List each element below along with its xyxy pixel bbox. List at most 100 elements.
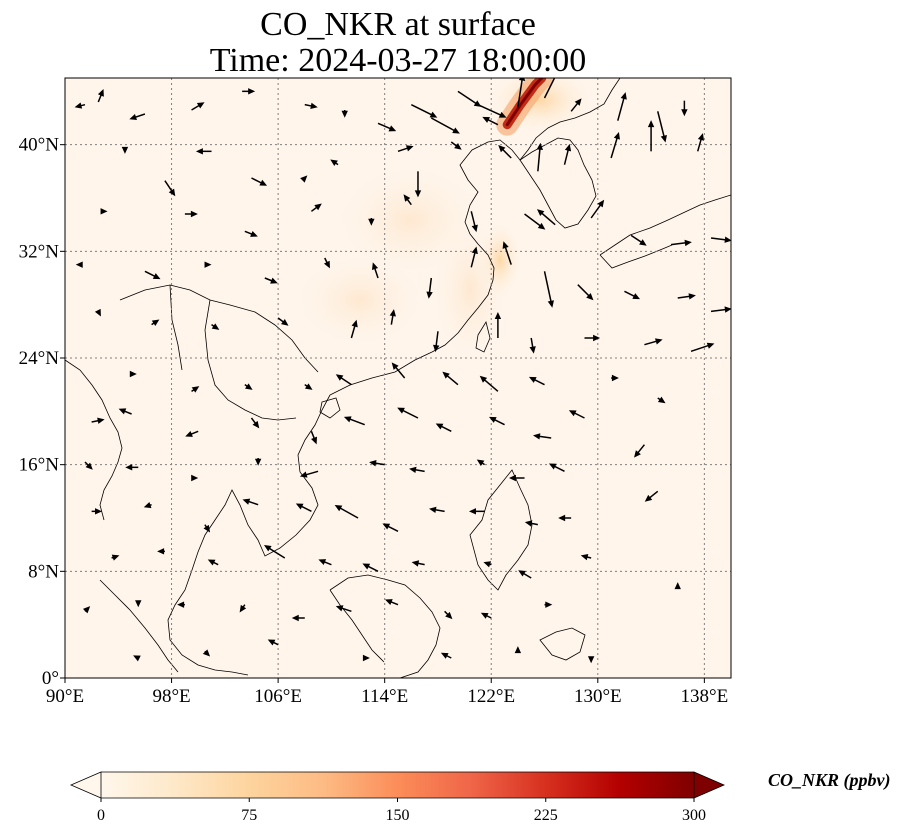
- y-tick-label: 8°N: [28, 561, 59, 582]
- wind-arrow: [135, 600, 142, 608]
- wind-arrow: [435, 423, 452, 433]
- coastline-borneo: [329, 574, 441, 678]
- wind-arrow: [318, 559, 332, 566]
- coastline-myanmar: [65, 359, 123, 521]
- wind-arrow: [514, 646, 522, 654]
- coastlines: [65, 78, 731, 678]
- wind-arrow: [335, 374, 352, 386]
- wind-arrow: [498, 145, 512, 159]
- wind-arrow: [587, 656, 595, 664]
- wind-arrow: [244, 230, 258, 237]
- wind-arrow: [267, 639, 279, 646]
- wind-arrow: [403, 194, 412, 206]
- wind-arrow: [563, 143, 572, 165]
- wind-arrow: [647, 120, 655, 152]
- wind-arrow: [644, 338, 663, 346]
- wind-arrow: [409, 466, 425, 474]
- wind-arrow: [100, 208, 108, 215]
- wind-arrow: [611, 374, 619, 382]
- wind-arrow: [195, 148, 212, 155]
- wind-arrow: [385, 599, 399, 606]
- wind-arrow: [580, 553, 592, 561]
- wind-arrow: [211, 323, 220, 330]
- map-time: Time: 2024-03-27 18:00:00: [209, 42, 587, 79]
- colorbar-extend-max: [693, 771, 726, 799]
- colorbar-extend-min: [69, 771, 102, 799]
- wind-arrow: [397, 145, 414, 153]
- wind-arrow: [568, 410, 585, 419]
- wind-arrow: [657, 396, 666, 404]
- wind-arrow: [377, 122, 397, 132]
- wind-arrow: [304, 383, 313, 390]
- wind-arrow: [362, 654, 370, 662]
- wind-arrow: [330, 159, 339, 167]
- x-tick-label: 122°E: [467, 686, 515, 707]
- wind-arrow: [426, 277, 433, 299]
- colorbar-tick-label: 150: [386, 807, 410, 824]
- wind-arrow: [389, 309, 396, 325]
- wind-arrow: [624, 290, 641, 300]
- wind-arrow: [532, 433, 552, 440]
- wind-arrow: [143, 502, 152, 509]
- y-tick-label: 40°N: [19, 135, 60, 156]
- wind-arrow: [470, 246, 478, 268]
- wind-arrow: [590, 199, 605, 219]
- wind-arrow: [440, 652, 452, 659]
- colorbar-tick-label: 75: [241, 807, 257, 824]
- wind-arrow: [517, 78, 526, 108]
- coastline-hainan: [319, 397, 341, 419]
- wind-arrow: [674, 582, 681, 590]
- wind-arrow: [129, 370, 137, 378]
- x-tick-label: 90°E: [46, 686, 84, 707]
- wind-arrow: [468, 508, 485, 515]
- wind-arrow: [482, 116, 499, 126]
- wind-arrow: [477, 103, 507, 118]
- map-title: CO_NKR at surface: [260, 6, 536, 43]
- coastline-indochina: [167, 394, 331, 676]
- plume-peak: [505, 78, 544, 127]
- wind-arrow: [479, 375, 499, 392]
- wind-arrow: [203, 524, 211, 533]
- wind-arrow: [251, 177, 268, 186]
- wind-arrow: [634, 444, 646, 458]
- coastline-japan: [599, 194, 731, 269]
- x-tick-label: 138°E: [681, 686, 729, 707]
- wind-arrow: [191, 474, 199, 482]
- wind-arrow: [444, 610, 453, 620]
- wind-arrow: [630, 234, 647, 246]
- wind-arrow: [544, 601, 553, 608]
- wind-arrow: [677, 293, 696, 300]
- y-tick-label: 24°N: [19, 348, 60, 369]
- wind-arrow: [277, 317, 289, 326]
- x-tick-label: 114°E: [361, 686, 408, 707]
- wind-arrow: [696, 133, 705, 152]
- wind-arrow: [335, 605, 352, 613]
- wind-arrow: [242, 88, 256, 95]
- wind-arrow: [362, 563, 379, 573]
- wind-arrow: [543, 271, 554, 308]
- wind-arrow: [164, 180, 176, 197]
- axis-ticks: 90°E 98°E 106°E 114°E 122°E 130°E 138°E 0° 8°N 16…: [19, 135, 729, 707]
- wind-arrow: [300, 175, 308, 183]
- wind-arrow: [350, 319, 358, 339]
- wind-arrow: [397, 407, 419, 419]
- coastline-korea: [519, 137, 597, 229]
- wind-arrow: [508, 474, 525, 482]
- wind-arrow: [184, 210, 198, 218]
- wind-arrow: [450, 141, 462, 150]
- wind-arrow: [488, 416, 505, 426]
- y-tick-label: 16°N: [19, 455, 60, 476]
- wind-arrow: [310, 203, 322, 212]
- colorbar-gradient: [101, 772, 694, 798]
- wind-arrow: [74, 102, 86, 109]
- wind-arrow: [304, 102, 318, 110]
- wind-arrow: [657, 111, 667, 143]
- wind-arrow: [430, 117, 460, 134]
- wind-arrow: [75, 261, 83, 268]
- wind-arrow: [323, 257, 330, 269]
- wind-arrow: [548, 463, 565, 473]
- wind-arrow: [483, 561, 492, 568]
- wind-arrow: [334, 505, 359, 519]
- wind-arrow: [480, 612, 492, 619]
- wind-arrow: [191, 386, 200, 393]
